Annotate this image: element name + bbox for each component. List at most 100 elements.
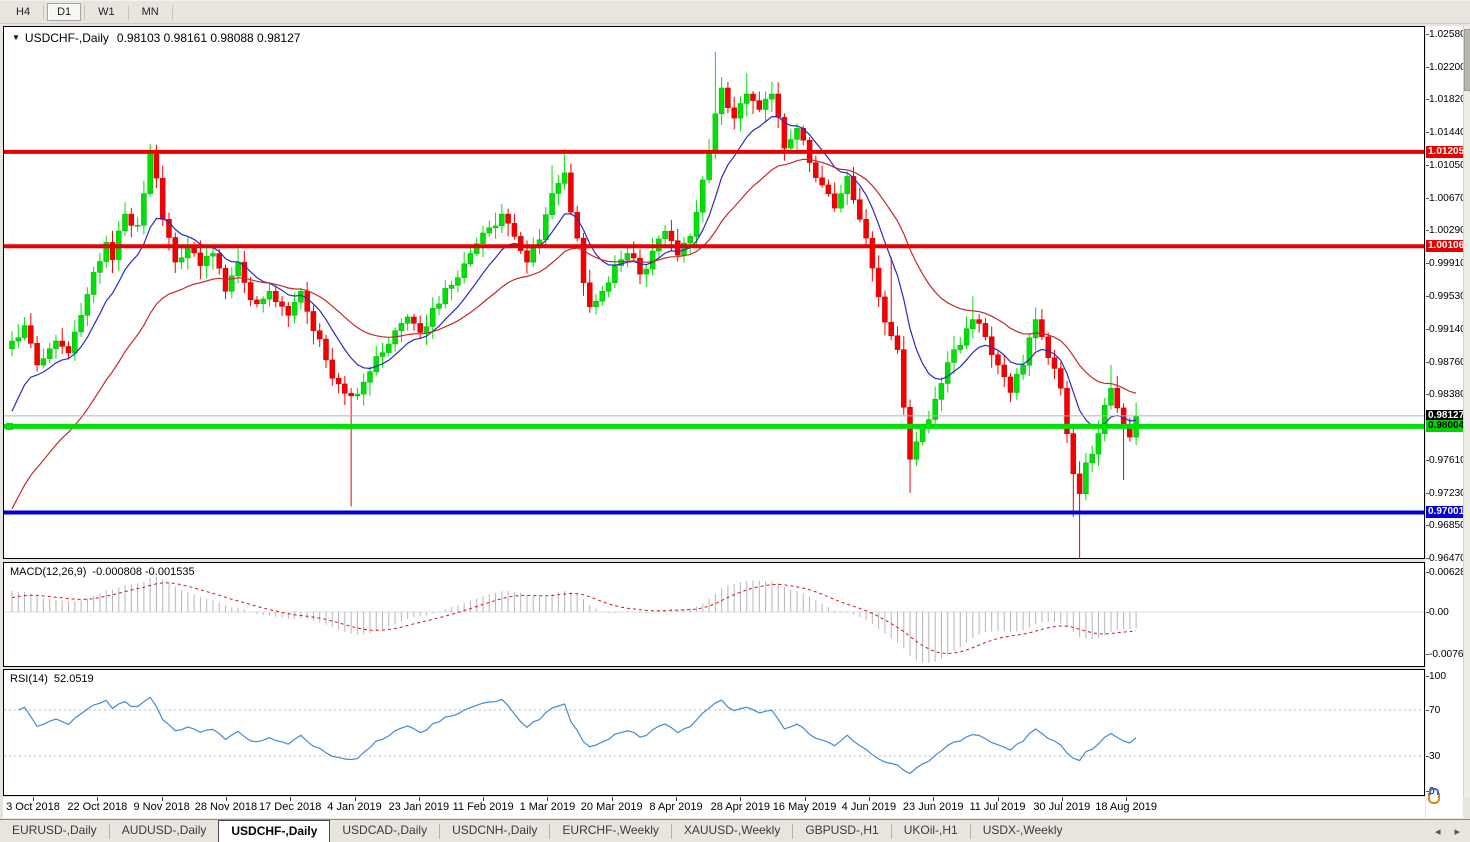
- price-tick: 1.01820: [1426, 94, 1466, 106]
- timeframe-button-d1[interactable]: D1: [47, 3, 82, 21]
- date-label: 28 Nov 2018: [194, 801, 258, 813]
- toolbar-separator: [171, 4, 173, 20]
- rsi-indicator-panel[interactable]: RSI(14) 52.0519: [3, 669, 1425, 796]
- timeframe-toolbar: H4 D1 W1 MN: [0, 1, 1470, 24]
- macd-values: -0.000808 -0.001535: [92, 566, 195, 578]
- macd-label: MACD(12,26,9) -0.000808 -0.001535: [10, 566, 195, 578]
- chart-tab-eurchfweekly[interactable]: EURCHF-,Weekly: [562, 823, 659, 837]
- date-label: 18 Aug 2019: [1095, 801, 1157, 813]
- date-label: 3 Oct 2018: [6, 801, 60, 813]
- macd-name: MACD(12,26,9): [10, 566, 87, 578]
- price-tick: 1.01050: [1426, 160, 1466, 172]
- time-tick: [418, 797, 420, 801]
- price-tick: 0.97230: [1426, 487, 1466, 499]
- time-tick: [997, 797, 999, 801]
- macd-scale-tick: 0.006286: [1426, 567, 1470, 578]
- rsi-scale-tick: 100: [1426, 670, 1446, 682]
- time-tick: [868, 797, 870, 801]
- time-tick: [33, 797, 34, 801]
- chart-tab-usdcnhdaily[interactable]: USDCNH-,Daily: [452, 823, 538, 837]
- time-tick: [1061, 797, 1063, 801]
- rsi-scale-tick: 30: [1425, 751, 1441, 762]
- tab-separator: [969, 824, 971, 839]
- chart-title: ▼ USDCHF-,Daily 0.98103 0.98161 0.98088 0.…: [12, 31, 300, 45]
- price-tag: 1.01205: [1426, 145, 1467, 158]
- date-label: 22 Oct 2018: [67, 801, 128, 813]
- date-label: 9 Nov 2018: [133, 801, 190, 813]
- date-label: 11 Feb 2019: [452, 801, 514, 813]
- time-tick: [483, 797, 485, 801]
- date-label: 30 Jul 2019: [1033, 801, 1091, 813]
- date-label: 17 Dec 2018: [258, 801, 322, 813]
- chart-tab-audusddaily[interactable]: AUDUSD-,Daily: [121, 823, 207, 837]
- time-tick: [933, 797, 935, 801]
- rsi-name: RSI(14): [10, 673, 48, 685]
- price-tag: 0.98004: [1426, 420, 1467, 433]
- time-tick: [97, 797, 99, 801]
- price-chart-panel[interactable]: ▼ USDCHF-,Daily 0.98103 0.98161 0.98088 0.…: [3, 26, 1425, 559]
- chart-tab-ukoilh1[interactable]: UKOil-,H1: [903, 823, 958, 837]
- date-label: 4 Jun 2019: [841, 801, 897, 813]
- price-tick: 0.99910: [1426, 257, 1466, 269]
- date-label: 1 Mar 2019: [519, 801, 576, 813]
- date-label: 8 Apr 2019: [649, 801, 703, 813]
- toolbar-separator: [84, 4, 86, 20]
- macd-indicator-panel[interactable]: MACD(12,26,9) -0.000808 -0.001535: [3, 562, 1425, 667]
- chart-tab-usdcaddaily[interactable]: USDCAD-,Daily: [342, 823, 428, 837]
- price-axis[interactable]: 1.02580 1.02200 1.01820 1.01440 1.01050 1.006…: [1425, 26, 1470, 818]
- price-tick: 1.02200: [1426, 61, 1466, 73]
- chart-tab-xauusdweekly[interactable]: XAUUSD-,Weekly: [683, 823, 781, 837]
- chart-symbol-label: USDCHF-,Daily: [24, 31, 109, 45]
- timeframe-button-mn[interactable]: MN: [141, 6, 159, 18]
- tabs-scroll-left-icon[interactable]: ◂: [1434, 826, 1441, 838]
- chart-tab-gbpusdh1[interactable]: GBPUSD-,H1: [805, 823, 879, 837]
- date-label: 28 Apr 2019: [710, 801, 770, 813]
- vertical-scrollbar[interactable]: [1463, 26, 1470, 797]
- time-tick: [225, 797, 227, 801]
- rsi-label: RSI(14) 52.0519: [10, 673, 94, 685]
- date-label: 4 Jan 2019: [327, 801, 382, 813]
- price-tick: 0.96850: [1426, 520, 1466, 532]
- chart-ohlc-values: 0.98103 0.98161 0.98088 0.98127: [116, 31, 301, 45]
- price-tick: 0.98380: [1426, 389, 1466, 401]
- toolbar-separator: [127, 4, 129, 20]
- chart-tab-usdxweekly[interactable]: USDX-,Weekly: [982, 823, 1063, 837]
- chart-tab-eurusddaily[interactable]: EURUSD-,Daily: [12, 823, 97, 837]
- time-tick: [676, 797, 677, 801]
- time-tick: [161, 797, 163, 801]
- time-tick: [290, 797, 292, 801]
- timeframe-button-h4[interactable]: H4: [16, 6, 31, 18]
- price-tick: 0.96470: [1426, 552, 1466, 564]
- tab-separator: [549, 824, 551, 839]
- macd-scale-tick: -0.00762: [1425, 649, 1470, 660]
- price-tick: 1.02580: [1426, 29, 1466, 40]
- scrollbar-thumb[interactable]: [1464, 29, 1470, 91]
- timeframe-button-w1[interactable]: W1: [98, 6, 115, 18]
- date-label: 23 Jun 2019: [902, 801, 964, 813]
- time-axis[interactable]: 3 Oct 2018 22 Oct 2018 9 Nov 2018 28 Nov 20…: [3, 797, 1425, 818]
- price-tick: 0.99140: [1426, 324, 1466, 335]
- price-tick: 0.97610: [1426, 455, 1466, 467]
- time-tick: [547, 797, 549, 801]
- rsi-canvas[interactable]: [4, 670, 1424, 795]
- time-tick: [1126, 797, 1128, 801]
- date-label: 23 Jan 2019: [388, 801, 450, 813]
- chevron-down-icon[interactable]: ▼: [12, 33, 20, 42]
- date-label: 11 Jul 2019: [969, 801, 1026, 813]
- chart-tab-usdchfdaily[interactable]: USDCHF-,Daily: [218, 820, 331, 842]
- price-tag: 0.98127: [1426, 409, 1467, 422]
- macd-scale-tick: 0.00: [1426, 607, 1449, 618]
- time-tick: [740, 797, 742, 801]
- macd-canvas[interactable]: [4, 563, 1424, 666]
- price-tag: 1.00106: [1426, 240, 1467, 253]
- candlestick-canvas[interactable]: [4, 27, 1424, 558]
- tab-separator: [439, 824, 441, 839]
- chart-tabs-bar: EURUSD-,Daily AUDUSD-,Daily USDCHF-,Daily U…: [0, 819, 1470, 842]
- price-tag: 0.97001: [1426, 506, 1467, 519]
- price-tick: 0.99530: [1426, 290, 1466, 302]
- time-tick: [611, 797, 613, 801]
- toolbar-separator: [43, 4, 45, 20]
- tabs-scroll-right-icon[interactable]: ▸: [1454, 826, 1460, 838]
- tab-separator: [792, 824, 794, 839]
